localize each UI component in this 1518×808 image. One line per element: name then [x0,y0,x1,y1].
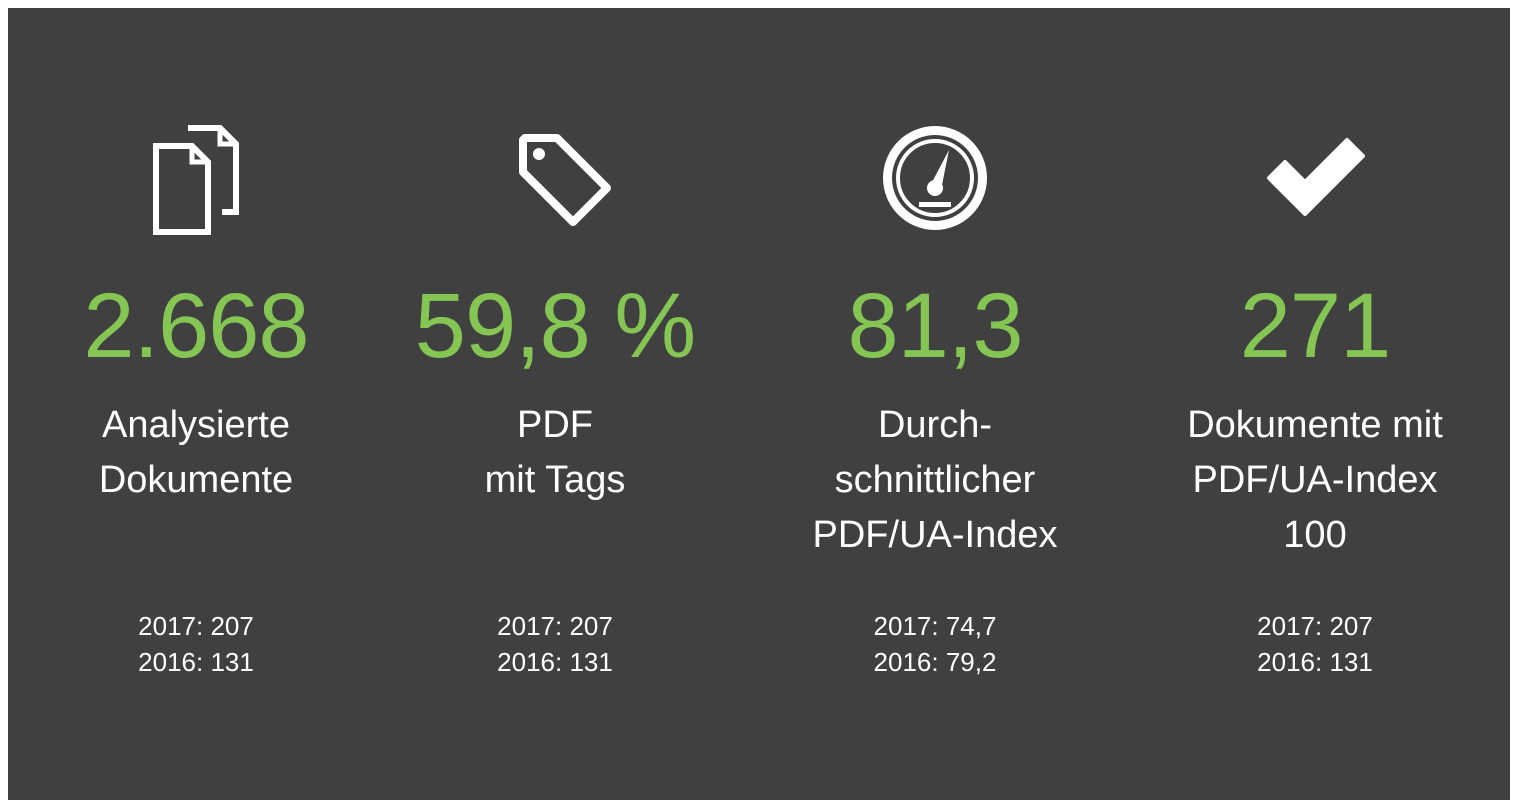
stat-column: 81,3 Durch- schnittlicher PDF/UA-Index 2… [745,8,1125,800]
label-line: Durch- [877,404,993,446]
stat-label: Durch- schnittlicher PDF/UA-Index [745,398,1125,563]
stat-value: 271 [1239,275,1392,377]
history-line: 2017: 207 [138,611,254,641]
history-line: 2017: 207 [497,611,613,641]
history-line: 2016: 131 [1257,647,1373,677]
label-line: 100 [1283,514,1347,556]
stat-column: 59,8 % PDF mit Tags 2017: 207 2016: 131 [365,8,745,800]
stat-value: 81,3 [847,275,1023,377]
history-line: 2017: 74,7 [873,611,997,641]
label-line: mit Tags [484,459,626,501]
stat-history: 2017: 207 2016: 131 [365,608,745,680]
stats-panel: 2.668 Analysierte Dokumente 2017: 207 20… [8,8,1510,800]
stat-value: 2.668 [83,275,309,377]
tag-icon [519,134,611,226]
label-line: PDF/UA-Index [812,514,1058,556]
history-line: 2016: 131 [497,647,613,677]
stat-label: Analysierte Dokumente [6,398,386,508]
stat-history: 2017: 74,7 2016: 79,2 [745,608,1125,680]
check-icon [1267,138,1365,216]
history-line: 2017: 207 [1257,611,1373,641]
stat-label: PDF mit Tags [365,398,745,508]
stat-column: 2.668 Analysierte Dokumente 2017: 207 20… [6,8,386,800]
stat-value: 59,8 % [414,275,696,377]
label-line: schnittlicher [834,459,1036,501]
stat-label: Dokumente mit PDF/UA-Index 100 [1125,398,1505,563]
label-line: PDF [517,404,593,446]
stat-history: 2017: 207 2016: 131 [1125,608,1505,680]
label-line: Dokumente mit [1187,404,1443,446]
label-line: PDF/UA-Index [1192,459,1438,501]
label-line: Analysierte [102,404,290,446]
stat-column: 271 Dokumente mit PDF/UA-Index 100 2017:… [1125,8,1505,800]
documents-icon [153,125,239,235]
history-line: 2016: 79,2 [873,647,997,677]
gauge-icon [883,126,987,230]
label-line: Dokumente [98,459,294,501]
stat-history: 2017: 207 2016: 131 [6,608,386,680]
history-line: 2016: 131 [138,647,254,677]
